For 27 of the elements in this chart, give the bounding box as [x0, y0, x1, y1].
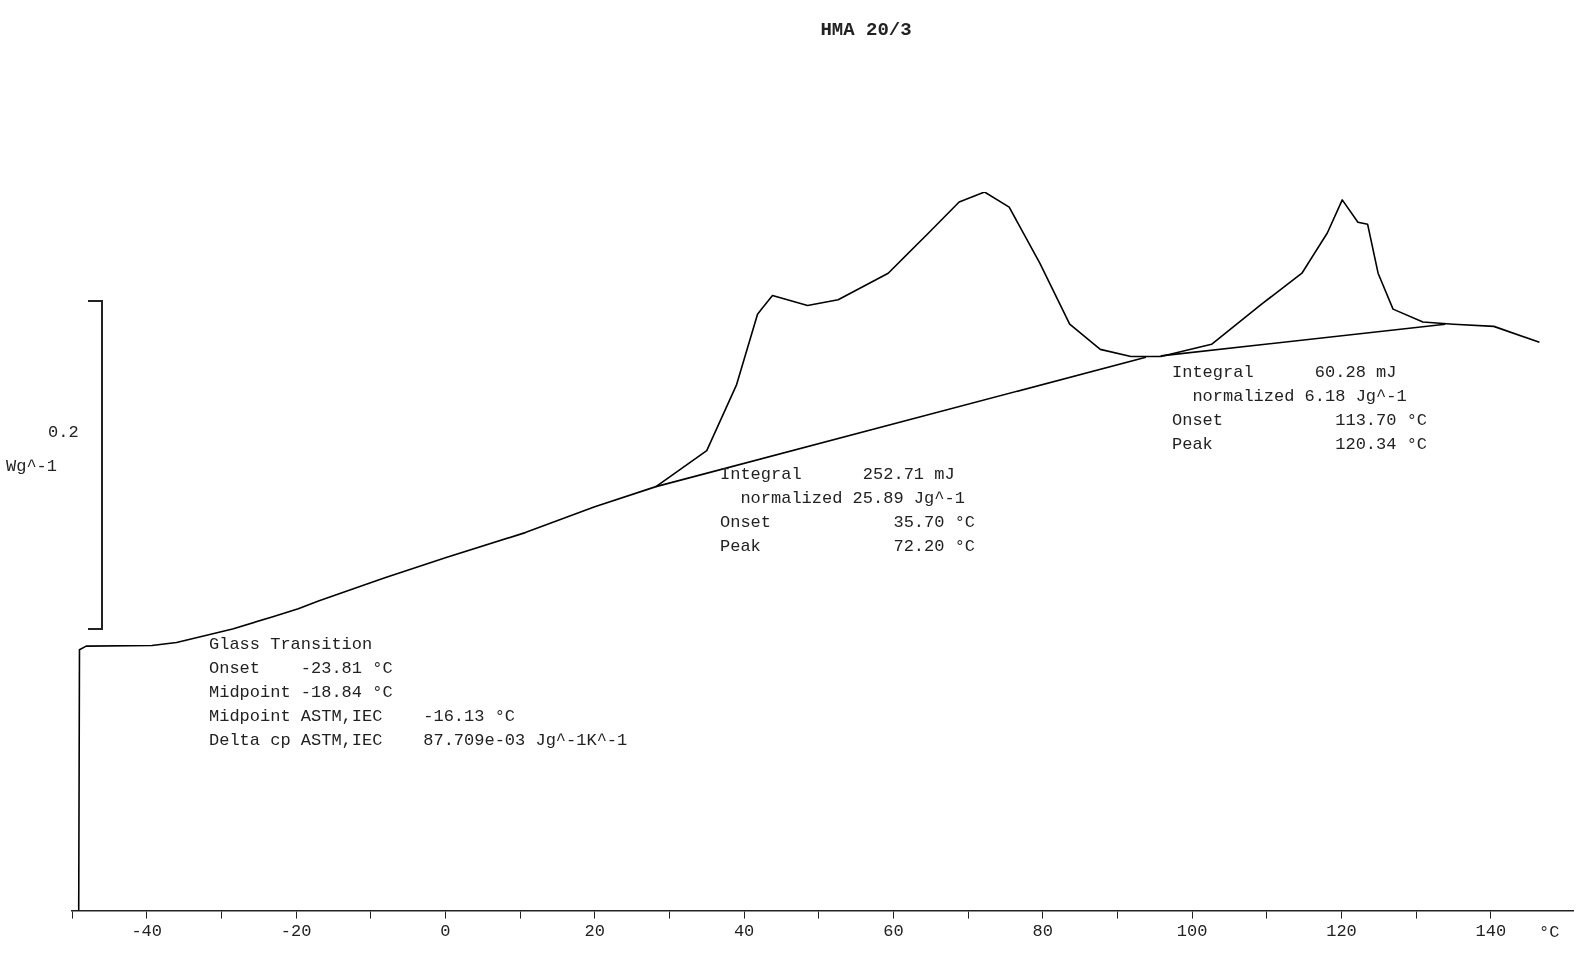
x-tick-label: 100 — [1176, 922, 1208, 942]
x-tick-label: -20 — [280, 922, 312, 942]
annotation: normalized 25.89 Jg^-1 — [720, 488, 965, 508]
annotation: normalized 6.18 Jg^-1 — [1172, 386, 1407, 406]
annotation: Peak 120.34 °C — [1172, 434, 1428, 454]
x-tick-label: 120 — [1326, 922, 1357, 942]
chart-title: HMA 20/3 — [820, 18, 912, 41]
x-tick-label: 0 — [440, 922, 451, 942]
x-tick-label: 80 — [1032, 922, 1053, 942]
annotation: Midpoint ASTM,IEC -16.13 °C — [209, 706, 516, 726]
x-tick-label: 60 — [883, 922, 904, 942]
annotation: Delta cp ASTM,IEC 87.709e-03 Jg^-1K^-1 — [209, 730, 628, 750]
annotation: Onset -23.81 °C — [209, 658, 393, 678]
annotation: Onset 113.70 °C — [1172, 410, 1428, 430]
annotation: Glass Transition — [209, 634, 373, 654]
annotation: 0.2 — [48, 422, 79, 442]
x-tick-label: -40 — [131, 922, 162, 942]
annotation: Integral 60.28 mJ — [1172, 362, 1397, 382]
text: Wg^-1 — [6, 456, 58, 476]
x-axis-title: °C — [1539, 923, 1560, 943]
annotation: Onset 35.70 °C — [720, 512, 976, 532]
annotation: Integral 252.71 mJ — [720, 464, 955, 484]
annotation: Midpoint -18.84 °C — [209, 682, 393, 702]
x-tick-label: 40 — [733, 922, 755, 942]
annotation: Peak 72.20 °C — [720, 536, 976, 556]
x-tick-label: 140 — [1475, 922, 1507, 942]
x-tick-label: 20 — [584, 922, 605, 942]
